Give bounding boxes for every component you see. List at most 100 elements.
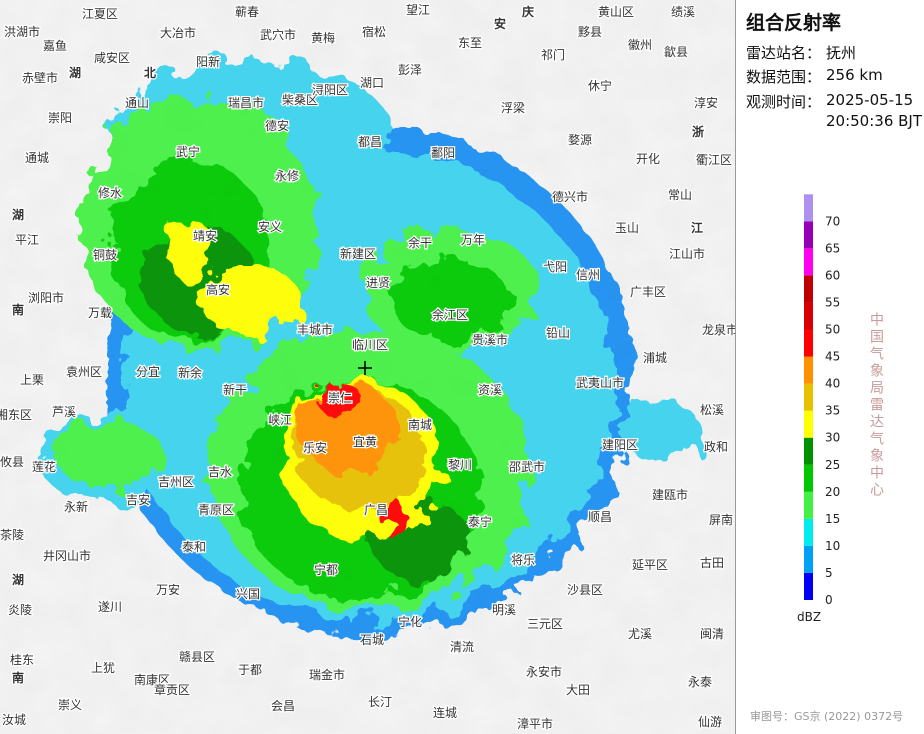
station-label: 雷达站名： <box>746 44 822 62</box>
place-label: 建瓯市 <box>652 487 688 502</box>
legend-swatch <box>804 302 813 330</box>
place-label: 南 <box>12 670 24 685</box>
place-label: 三元区 <box>527 617 563 631</box>
place-label: 尤溪 <box>628 627 652 641</box>
place-label: 万载 <box>88 306 112 320</box>
legend-label: 65 <box>825 241 840 255</box>
place-label: 汝城 <box>2 713 26 727</box>
time-label: 观测时间： <box>746 93 822 111</box>
legend-swatch <box>804 572 813 600</box>
place-label: 江夏区 <box>82 7 118 21</box>
place-label: 新干 <box>223 382 247 397</box>
place-label: 峡江 <box>268 413 292 427</box>
place-label: 鄱阳 <box>431 146 455 160</box>
place-label: 建阳区 <box>602 438 638 452</box>
place-label: 桂东 <box>10 652 34 667</box>
range-label: 数据范围： <box>746 68 822 86</box>
place-label: 古田 <box>700 555 724 570</box>
place-label: 靖安 <box>193 228 217 243</box>
title: 组合反射率 <box>746 12 842 34</box>
place-label: 莲花 <box>32 459 56 474</box>
place-label: 永修 <box>275 168 299 183</box>
place-label: 绩溪 <box>671 5 695 19</box>
place-label: 顺昌 <box>588 510 612 524</box>
place-label: 临川区 <box>352 338 388 352</box>
place-label: 宁都 <box>314 562 338 577</box>
legend-swatch <box>804 491 813 519</box>
place-label: 青原区 <box>198 503 234 517</box>
place-label: 德安 <box>265 118 289 133</box>
place-label: 歙县 <box>664 44 688 59</box>
place-label: 湖口 <box>360 75 384 90</box>
place-label: 彭泽 <box>398 63 422 77</box>
place-label: 黄梅 <box>311 30 335 45</box>
legend-label: 60 <box>825 268 840 282</box>
place-label: 永安市 <box>526 664 562 679</box>
legend-unit: dBZ <box>797 610 821 624</box>
place-label: 兴国 <box>236 587 260 601</box>
place-label: 湘东区 <box>0 407 32 422</box>
credit: 中国气象局雷达气象中心 <box>868 312 884 499</box>
time: 20:50:36 BJT <box>826 112 923 130</box>
place-label: 遂川 <box>98 600 122 614</box>
place-label: 湖 <box>69 65 81 80</box>
place-label: 崇阳 <box>48 111 72 125</box>
info-panel: 组合反射率 雷达站名： 抚州 数据范围： 256 km 观测时间： 2025-0… <box>735 0 924 734</box>
legend-label: 45 <box>825 350 840 364</box>
place-label: 祁门 <box>541 47 565 62</box>
place-label: 玉山 <box>615 221 639 235</box>
place-label: 新建区 <box>340 246 376 261</box>
place-label: 瑞昌市 <box>228 95 264 110</box>
place-label: 余江区 <box>432 307 468 322</box>
place-label: 赣县区 <box>179 650 215 664</box>
legend-label: 10 <box>825 539 840 553</box>
legend-label: 55 <box>825 295 840 309</box>
legend-label: 70 <box>825 214 840 228</box>
legend-swatch <box>804 410 813 438</box>
place-label: 嘉鱼 <box>43 39 67 53</box>
place-label: 广昌 <box>364 503 388 517</box>
place-label: 万安 <box>156 582 180 597</box>
place-label: 永新 <box>64 499 88 514</box>
place-label: 于都 <box>238 663 262 677</box>
radar-site <box>358 361 372 375</box>
place-label: 开化 <box>636 152 660 166</box>
place-label: 阳新 <box>196 54 220 69</box>
legend-label: 25 <box>825 458 840 472</box>
legend-swatch <box>804 464 813 492</box>
place-label: 衢江区 <box>696 153 732 167</box>
place-label: 庆 <box>521 4 534 19</box>
place-label: 吉州区 <box>158 475 194 489</box>
place-label: 洪湖市 <box>4 24 40 39</box>
place-label: 大田 <box>566 683 590 697</box>
place-label: 休宁 <box>588 78 612 93</box>
station: 抚州 <box>826 44 857 62</box>
legend-label: 50 <box>825 323 840 337</box>
place-label: 崇义 <box>58 698 82 712</box>
place-label: 袁州区 <box>66 365 102 379</box>
place-label: 安 <box>494 16 506 31</box>
place-label: 武穴市 <box>260 27 296 42</box>
place-label: 修水 <box>98 185 122 200</box>
place-label: 平江 <box>15 233 39 247</box>
place-label: 会昌 <box>271 699 295 713</box>
place-label: 闽清 <box>700 627 724 641</box>
place-label: 丰城市 <box>297 322 333 337</box>
range: 256 km <box>826 66 883 84</box>
place-label: 柴桑区 <box>282 93 318 107</box>
place-label: 都昌 <box>358 135 382 149</box>
place-label: 婺源 <box>568 132 592 147</box>
place-label: 徽州 <box>628 37 652 52</box>
place-label: 泰和 <box>182 540 206 554</box>
legend-swatch <box>804 545 813 573</box>
place-label: 延平区 <box>632 558 668 572</box>
place-label: 政和 <box>704 440 728 454</box>
place-label: 黄山区 <box>598 5 634 19</box>
place-label: 邵武市 <box>509 459 545 474</box>
place-label: 资溪 <box>478 383 502 397</box>
place-label: 章贡区 <box>154 682 190 697</box>
place-label: 浙 <box>692 124 704 139</box>
place-label: 望江 <box>406 3 430 17</box>
legend-label: 30 <box>825 431 840 445</box>
